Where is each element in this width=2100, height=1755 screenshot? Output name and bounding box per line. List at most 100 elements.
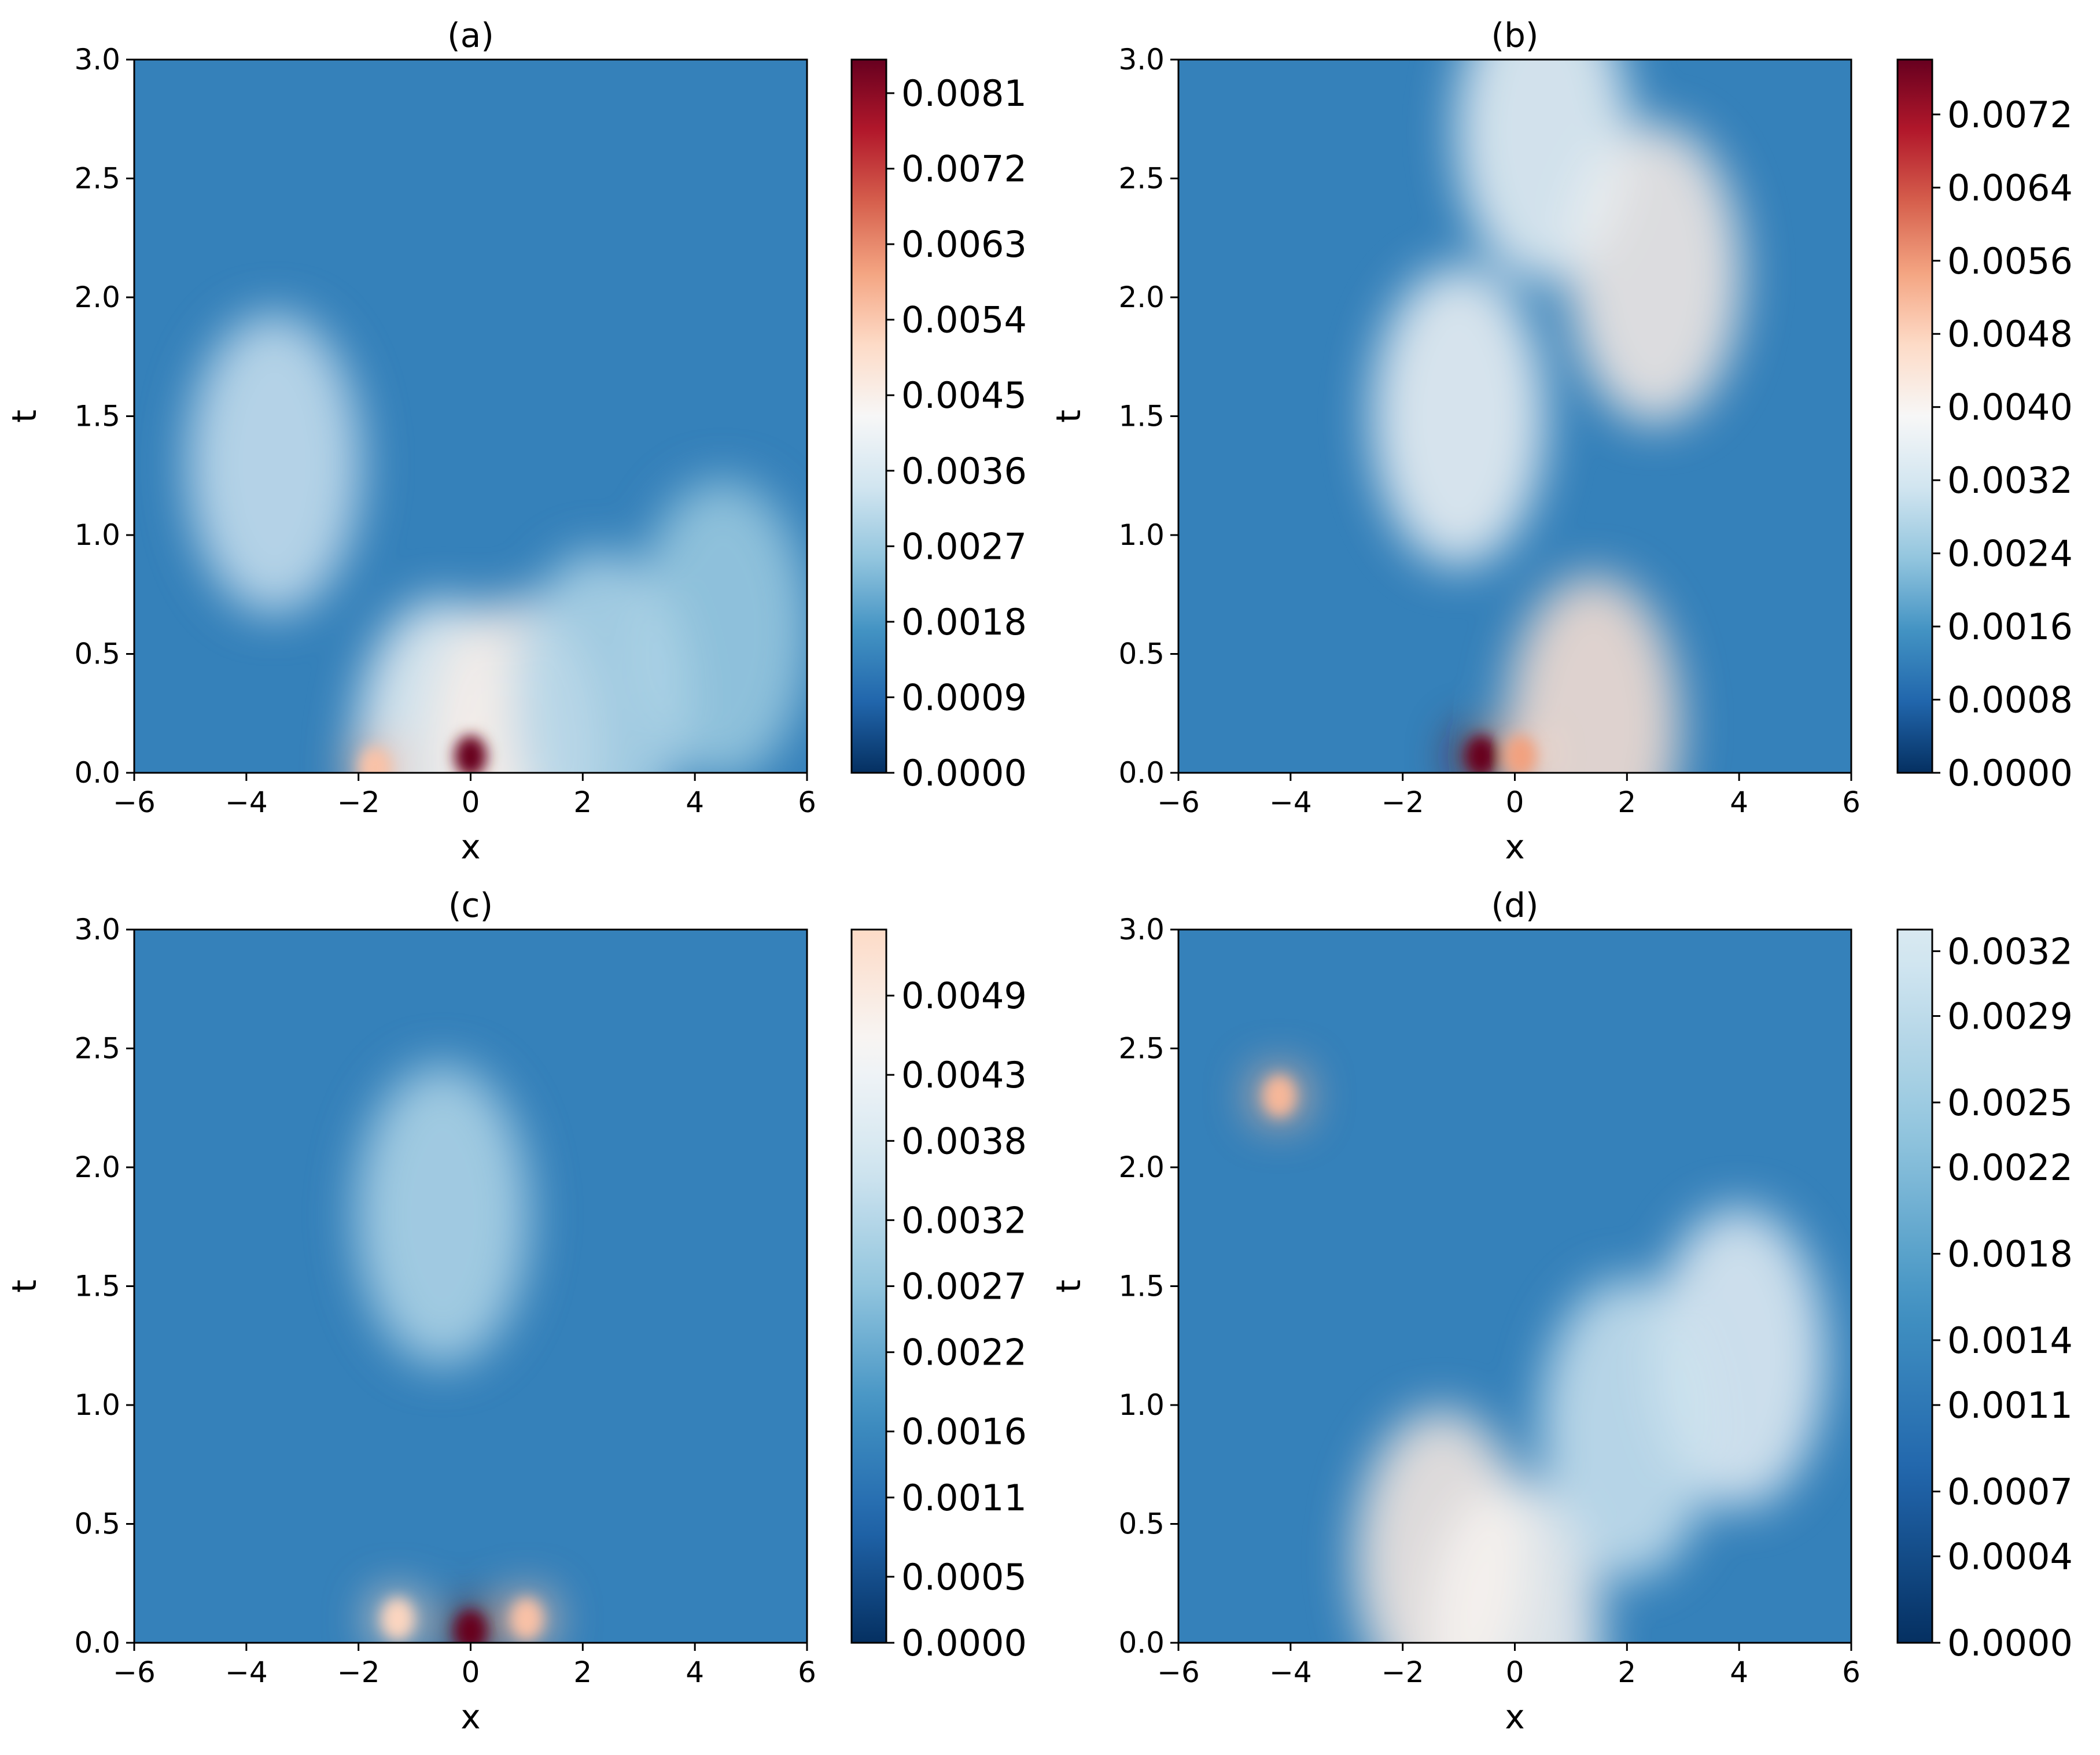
colorbar-tick-label: 0.0043 xyxy=(901,1054,1027,1096)
colorbar-tick-label: 0.0027 xyxy=(901,525,1027,567)
heatmap-peak xyxy=(454,735,487,773)
x-tick-label: 0 xyxy=(462,1656,480,1689)
heatmap-field xyxy=(134,60,807,773)
colorbar: 0.0000 0.0005 0.0011 0.0016 0.0022 0.0027 0.00… xyxy=(850,928,1027,1664)
x-tick-label: 6 xyxy=(798,1656,816,1689)
colorbar-tick-label: 0.0032 xyxy=(901,1199,1027,1241)
colorbar-tick-label: 0.0011 xyxy=(901,1477,1027,1519)
heatmap-hotspot xyxy=(187,313,362,614)
y-axis-label: t xyxy=(5,410,44,423)
y-axis-label: t xyxy=(1049,1280,1088,1293)
panel-title: (b) xyxy=(1491,16,1538,55)
colorbar-tick-label: 0.0032 xyxy=(1947,930,2073,972)
panel-title: (c) xyxy=(448,886,493,925)
x-tick-label: −2 xyxy=(337,786,380,819)
x-tick-label: 4 xyxy=(1730,1656,1748,1689)
colorbar-tick-label: 0.0022 xyxy=(901,1332,1027,1374)
colorbar: 0.0000 0.0009 0.0018 0.0027 0.0036 0.0045 0.00… xyxy=(850,58,1027,794)
panel-title: (a) xyxy=(447,16,494,55)
x-tick-label: 2 xyxy=(1618,1656,1636,1689)
colorbar-tick-label: 0.0054 xyxy=(901,299,1027,341)
x-tick-label: −4 xyxy=(1269,786,1312,819)
y-axis-label: t xyxy=(1049,410,1088,423)
y-tick-label: 2.0 xyxy=(1118,281,1165,314)
heatmap-hotspot xyxy=(513,551,687,773)
heatmap-hotspot xyxy=(1372,266,1546,567)
colorbar-bar xyxy=(850,58,887,774)
y-tick-label: 3.0 xyxy=(74,43,120,76)
y-tick-label: 0.0 xyxy=(74,1626,120,1660)
colorbar-tick-label: 0.0016 xyxy=(1947,606,2073,648)
y-tick-label: 1.5 xyxy=(74,400,120,433)
x-axis-label: x xyxy=(460,1697,480,1736)
colorbar-tick-label: 0.0000 xyxy=(1947,1622,2073,1664)
x-tick-label: 4 xyxy=(686,786,704,819)
x-tick-label: −2 xyxy=(337,1656,380,1689)
x-tick-label: −6 xyxy=(1157,1656,1200,1689)
heatmap-field xyxy=(134,930,807,1643)
x-tick-label: 4 xyxy=(1730,786,1748,819)
colorbar-tick-label: 0.0005 xyxy=(901,1556,1027,1598)
x-tick-label: −6 xyxy=(113,786,156,819)
heatmap-field xyxy=(1178,60,1851,773)
colorbar-tick-label: 0.0081 xyxy=(901,72,1027,115)
colorbar-tick-label: 0.0007 xyxy=(1947,1470,2073,1513)
colorbar-tick-label: 0.0072 xyxy=(901,148,1027,190)
y-tick-label: 1.0 xyxy=(1118,1388,1165,1422)
y-tick-label: 1.0 xyxy=(74,518,120,552)
colorbar-tick-label: 0.0014 xyxy=(1947,1319,2073,1362)
colorbar-tick-label: 0.0045 xyxy=(901,374,1027,416)
heatmap-peak xyxy=(510,1598,543,1640)
heatmap-peak xyxy=(381,1598,414,1640)
x-axis-label: x xyxy=(1505,1697,1524,1736)
colorbar-tick-label: 0.0025 xyxy=(1947,1082,2073,1124)
colorbar-tick-label: 0.0038 xyxy=(901,1120,1027,1162)
y-tick-label: 1.0 xyxy=(74,1388,120,1422)
x-tick-label: −4 xyxy=(225,1656,268,1689)
y-tick-label: 0.0 xyxy=(74,756,120,790)
colorbar-tick-label: 0.0040 xyxy=(1947,386,2073,429)
y-tick-label: 2.0 xyxy=(74,281,120,314)
y-tick-label: 2.0 xyxy=(74,1151,120,1184)
colorbar-tick-label: 0.0024 xyxy=(1947,533,2073,575)
heatmap-peak xyxy=(359,747,392,773)
colorbar-tick-label: 0.0000 xyxy=(901,752,1027,794)
heatmap-hotspot xyxy=(1456,60,1630,282)
colorbar-tick-label: 0.0004 xyxy=(1947,1536,2073,1578)
colorbar-tick-label: 0.0018 xyxy=(901,601,1027,643)
x-tick-label: 6 xyxy=(1842,1656,1860,1689)
colorbar-tick-label: 0.0056 xyxy=(1947,240,2073,282)
y-tick-label: 1.5 xyxy=(1118,400,1165,433)
colorbar-tick-label: 0.0000 xyxy=(901,1622,1027,1664)
y-tick-label: 1.5 xyxy=(1118,1270,1165,1303)
x-tick-label: 0 xyxy=(462,786,480,819)
x-tick-label: −6 xyxy=(1157,786,1200,819)
colorbar: 0.0000 0.0008 0.0016 0.0024 0.0032 0.0040 0.00… xyxy=(1896,58,2073,794)
colorbar-tick-label: 0.0064 xyxy=(1947,167,2073,209)
y-tick-label: 1.5 xyxy=(74,1270,120,1303)
y-tick-label: 2.5 xyxy=(1118,162,1165,196)
x-tick-label: 4 xyxy=(686,1656,704,1689)
heatmap-panel-b: (b) −6 −4 −2 0 2 4 6 0.0 0.5 1.0 1.5 2.0 2.5 3.0 x t 0.00… xyxy=(1049,16,2073,867)
x-tick-label: −2 xyxy=(1381,1656,1424,1689)
colorbar-tick-label: 0.0009 xyxy=(901,676,1027,718)
y-tick-label: 2.5 xyxy=(74,1032,120,1065)
colorbar-tick-label: 0.0011 xyxy=(1947,1384,2073,1426)
colorbar-bar xyxy=(1896,928,1933,1644)
colorbar-tick-label: 0.0063 xyxy=(901,223,1027,266)
heatmap-peak xyxy=(1263,1075,1296,1117)
y-tick-label: 0.5 xyxy=(1118,1507,1165,1541)
y-tick-label: 2.0 xyxy=(1118,1151,1165,1184)
x-tick-label: −4 xyxy=(1269,1656,1312,1689)
x-tick-label: 2 xyxy=(573,1656,592,1689)
y-tick-label: 1.0 xyxy=(1118,518,1165,552)
y-tick-label: 3.0 xyxy=(1118,913,1165,946)
heatmap-panel-c: (c) −6 −4 −2 0 2 4 6 0.0 0.5 1.0 1.5 2.0 2.5 3.0 x t 0.00… xyxy=(5,886,1027,1736)
colorbar: 0.0000 0.0004 0.0007 0.0011 0.0014 0.0018 0.00… xyxy=(1896,928,2073,1664)
y-tick-label: 0.5 xyxy=(1118,637,1165,671)
colorbar-tick-label: 0.0049 xyxy=(901,975,1027,1017)
x-tick-label: 2 xyxy=(1618,786,1636,819)
colorbar-tick-label: 0.0029 xyxy=(1947,995,2073,1037)
y-tick-label: 0.0 xyxy=(1118,756,1165,790)
